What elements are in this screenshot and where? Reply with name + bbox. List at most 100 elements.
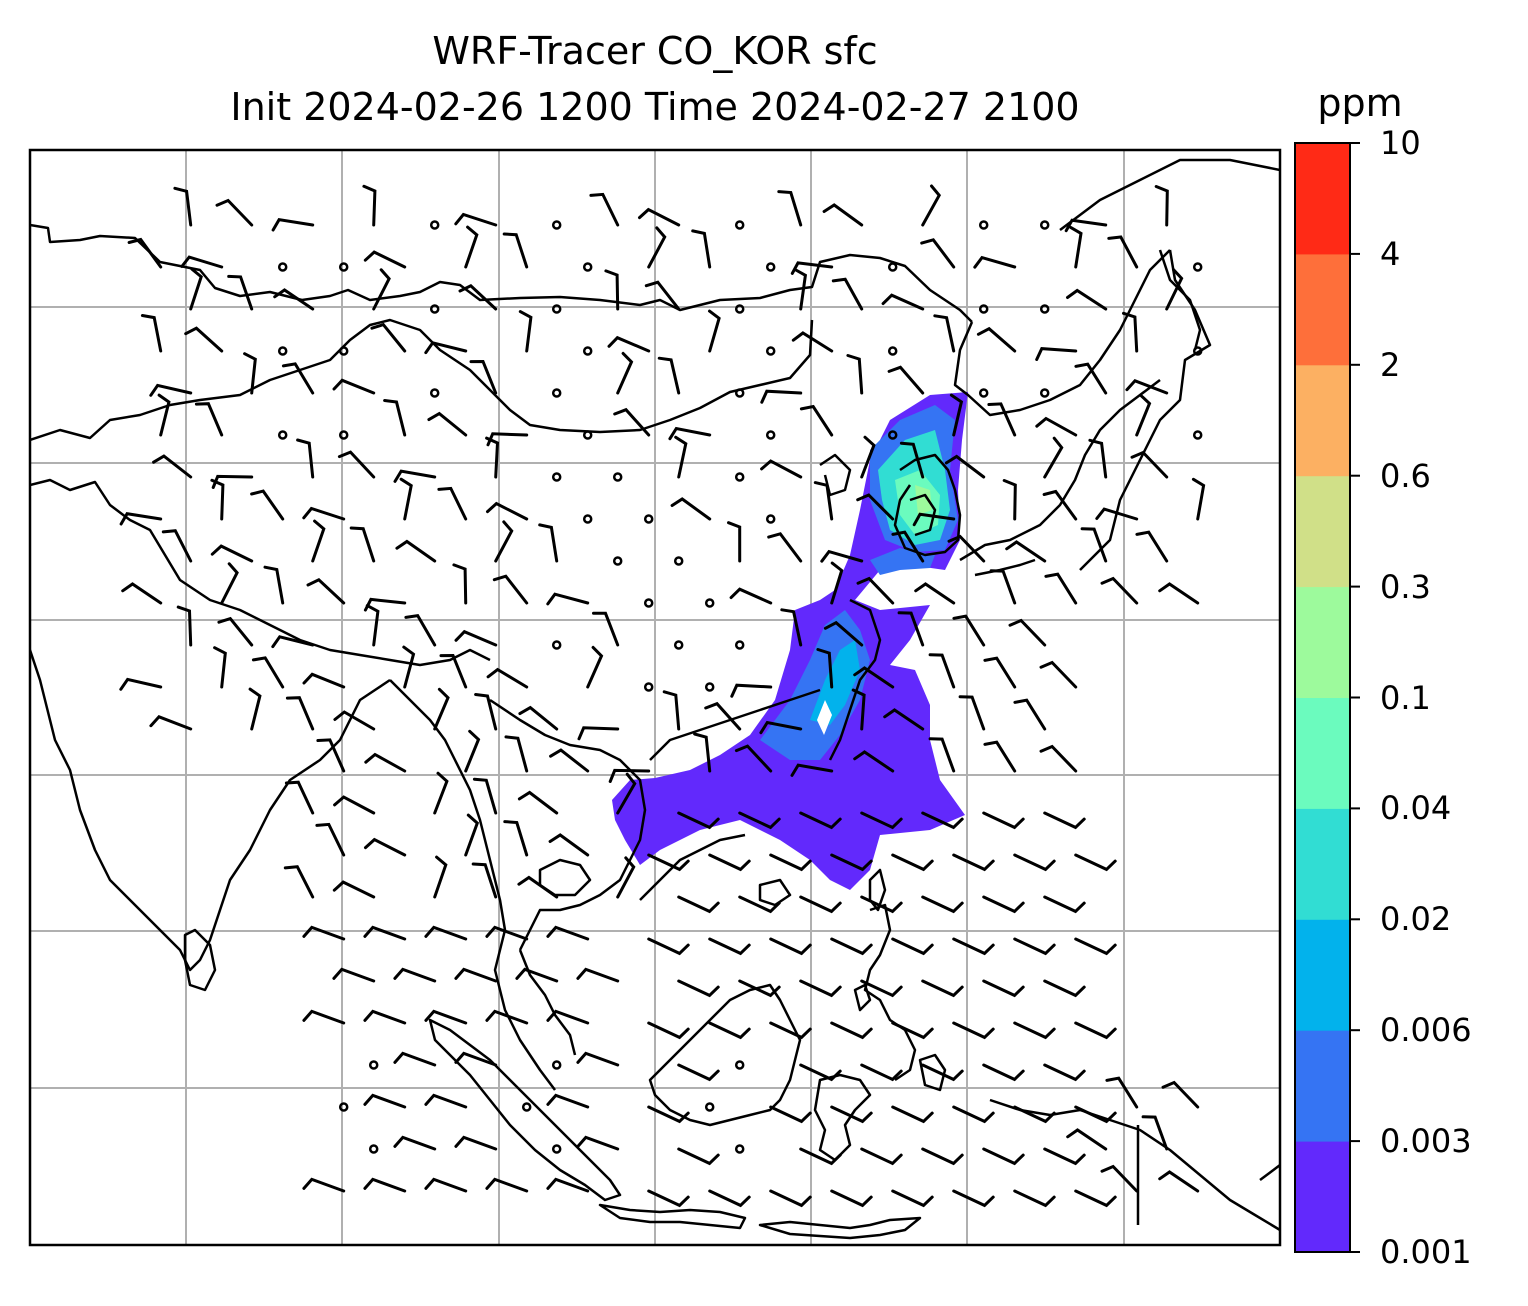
wind-barb — [337, 450, 376, 479]
wind-barb — [284, 780, 315, 815]
wind-barb — [180, 255, 224, 269]
wind-barb — [759, 720, 803, 735]
wind-barb — [1043, 895, 1086, 914]
wind-barb — [1043, 436, 1064, 479]
wind-barb — [363, 1009, 407, 1025]
wind-barb — [518, 705, 559, 731]
calm-wind-marker — [338, 262, 349, 272]
calm-wind-marker — [734, 388, 745, 398]
wind-barb — [830, 1021, 873, 1040]
wind-barb — [1074, 1189, 1117, 1208]
wind-barb — [657, 356, 681, 395]
calm-wind-marker — [582, 262, 593, 272]
wind-barb — [1043, 811, 1086, 830]
wind-barb — [549, 748, 590, 773]
wind-barb — [424, 341, 468, 355]
wind-barb — [813, 481, 834, 521]
wind-barbs — [119, 184, 1206, 1208]
wind-barb — [921, 895, 964, 914]
wind-barb — [1002, 479, 1017, 521]
wind-barb — [912, 512, 956, 527]
wind-barb — [1074, 1105, 1117, 1124]
wind-barb — [982, 1063, 1025, 1082]
wind-barb — [469, 359, 498, 395]
wind-barb — [638, 207, 681, 227]
wind-barb — [1100, 1164, 1139, 1193]
wind-barb — [820, 549, 864, 563]
wind-barb — [729, 587, 773, 605]
wind-barb — [799, 404, 834, 437]
wind-barb — [1039, 660, 1078, 689]
calm-wind-marker — [704, 598, 715, 608]
wind-barb — [982, 1147, 1025, 1166]
wind-barb — [647, 1021, 690, 1040]
wind-barb — [464, 729, 481, 773]
calm-wind-marker — [551, 304, 562, 314]
calm-wind-marker — [643, 682, 654, 692]
wind-barb — [546, 1177, 590, 1193]
wind-barb — [949, 393, 964, 437]
wind-barb — [883, 708, 925, 731]
wind-barb — [302, 1177, 346, 1193]
wind-barb — [793, 268, 808, 311]
wind-barb — [454, 629, 498, 647]
wind-barb — [576, 1135, 620, 1151]
wind-barb — [708, 937, 751, 956]
wind-barb — [452, 563, 468, 605]
wind-barb — [399, 477, 413, 521]
wind-barb — [704, 701, 742, 731]
wind-barb — [149, 383, 193, 397]
wind-barb — [271, 635, 315, 649]
wind-barb — [502, 232, 529, 269]
wind-barb — [189, 267, 203, 311]
wind-barb — [856, 493, 895, 521]
wind-barb — [250, 489, 285, 521]
wind-barb — [1130, 450, 1169, 479]
wind-barb — [424, 925, 468, 941]
wind-barb — [952, 1189, 995, 1208]
wind-barb — [311, 519, 326, 563]
wind-barb — [914, 582, 956, 605]
wind-barb — [647, 1189, 690, 1208]
colorbar-tick-label: 10 — [1380, 124, 1421, 162]
wind-barb — [592, 611, 620, 647]
wind-barb — [333, 710, 376, 731]
calm-wind-marker — [429, 304, 440, 314]
calm-wind-marker — [704, 682, 715, 692]
colorbar-segment — [1295, 808, 1350, 920]
wind-barb — [271, 218, 315, 232]
calm-wind-marker — [1192, 346, 1203, 356]
calm-wind-marker — [887, 262, 898, 272]
calm-wind-marker — [521, 1102, 532, 1112]
wind-barb — [769, 1189, 812, 1208]
calm-wind-marker — [429, 220, 440, 230]
colorbar-tick-label: 0.6 — [1380, 456, 1431, 495]
wind-barb — [1013, 1105, 1056, 1124]
wind-barb — [119, 677, 163, 691]
calm-wind-marker — [1192, 262, 1203, 272]
wind-barb — [213, 646, 227, 689]
wind-barb — [677, 979, 720, 998]
wind-barb — [576, 967, 620, 983]
wind-barb — [227, 274, 254, 311]
wind-barb — [734, 744, 773, 773]
wind-barb — [662, 690, 681, 731]
wind-barb — [891, 937, 934, 956]
calm-wind-marker — [978, 304, 989, 314]
calm-wind-marker — [1039, 388, 1050, 398]
wind-barb — [1074, 1021, 1117, 1040]
wind-barb — [846, 354, 864, 395]
wind-barb — [769, 853, 812, 872]
wind-barb — [982, 895, 1025, 914]
wind-barb — [616, 772, 637, 815]
colorbar-segment — [1295, 475, 1350, 588]
wind-barb — [1122, 311, 1139, 353]
colorbar-tick-label: 0.003 — [1380, 1122, 1472, 1161]
calm-wind-marker — [734, 1060, 745, 1070]
wind-barb — [140, 314, 163, 353]
wind-barb — [830, 937, 873, 956]
wind-barb — [891, 1189, 934, 1208]
wind-barb — [210, 478, 225, 521]
wind-barb — [982, 979, 1025, 998]
wind-barb — [427, 411, 468, 437]
